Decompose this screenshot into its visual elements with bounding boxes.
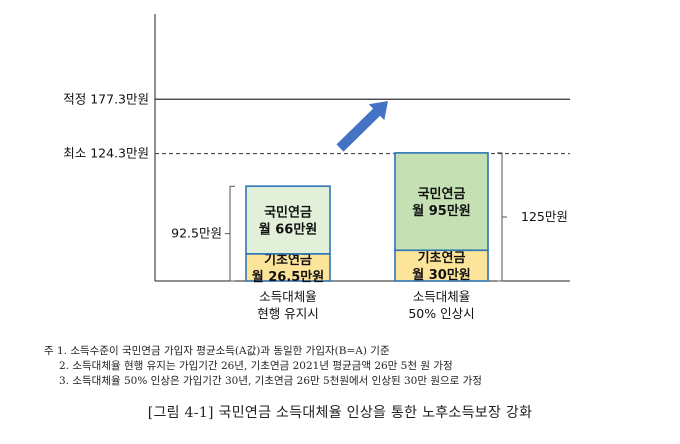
bar-segment-label: 월 95만원 [412,203,471,219]
total-bracket [497,152,507,282]
total-bracket [225,185,235,282]
increase-arrow-icon [336,101,388,152]
bar-segment-label: 월 30만원 [412,267,471,283]
bar-segment [394,152,489,252]
figure-caption: [그림 4-1] 국민연금 소득대체율 인상을 통한 노후소득보장 강화 [147,405,533,421]
bar-segment-label: 월 66만원 [259,222,318,238]
bar-segment-label: 국민연금 [264,205,312,221]
bar-segment-label: 월 26.5만원 [252,269,324,285]
footnotes: 주 1. 소득수준이 국민연금 가입자 평균소득(A값)과 동일한 가입자(B=… [44,344,664,389]
x-tick-label: 50% 인상시 [408,306,474,321]
x-tick-label: 현행 유지시 [257,306,318,321]
bar-segment [245,185,331,255]
bar-segment [394,249,489,282]
total-label: 125만원 [521,209,568,224]
bar-segment-label: 기초연금 [264,253,312,268]
reference-line-label-1: 적정 177.3만원 [63,91,149,106]
bar-segment-label: 국민연금 [418,186,466,202]
bar-segment-label: 기초연금 [418,251,466,266]
footnote-1: 주 1. 소득수준이 국민연금 가입자 평균소득(A값)과 동일한 가입자(B=… [44,345,390,357]
x-tick-label: 소득대체율 [413,289,471,304]
reference-line-label-2: 최소 124.3만원 [63,146,149,161]
total-label: 92.5만원 [171,226,222,241]
footnote-2: 2. 소득대체율 현행 유지는 가입기간 26년, 기초연금 2021년 평균금… [59,360,453,372]
footnote-3: 3. 소득대체율 50% 인상은 가입기간 30년, 기초연금 26만 5천원에… [59,375,482,387]
x-tick-label: 소득대체율 [259,289,317,304]
bar-segment [245,253,331,282]
